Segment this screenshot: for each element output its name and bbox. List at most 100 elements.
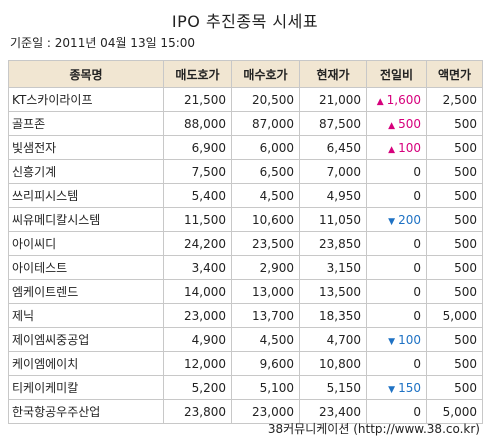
- bid-price-cell-value: 13,700: [252, 308, 294, 323]
- stock-name-cell: 골프존: [8, 111, 164, 136]
- ask-price-cell-value: 11,500: [184, 212, 226, 227]
- change-cell-value: 500: [398, 116, 421, 131]
- par-value-cell-value: 500: [454, 260, 477, 275]
- change-cell: 0: [366, 255, 427, 280]
- ask-price-cell-value: 7,500: [191, 164, 226, 179]
- bid-price-cell: 6,500: [231, 159, 300, 184]
- table-row: 쓰리피시스템 5,400 4,500 4,950 0 500: [8, 183, 483, 208]
- change-cell: ▲ 100: [366, 135, 427, 160]
- par-value-cell-value: 2,500: [442, 92, 477, 107]
- ask-price-cell: 3,400: [163, 255, 232, 280]
- par-value-cell: 5,000: [426, 303, 483, 328]
- ask-price-cell-value: 24,200: [184, 236, 226, 251]
- change-cell-value: 0: [413, 260, 421, 275]
- ask-price-cell: 6,900: [163, 135, 232, 160]
- stock-name-cell-value: KT스카이라이프: [12, 93, 93, 107]
- table-row: 골프존 88,000 87,000 87,500 ▲ 500 500: [8, 111, 483, 136]
- par-value-cell: 500: [426, 279, 483, 304]
- par-value-cell-value: 500: [454, 212, 477, 227]
- current-price-cell-value: 23,400: [319, 404, 361, 419]
- change-cell: ▼ 200: [366, 207, 427, 232]
- ask-price-cell: 88,000: [163, 111, 232, 136]
- table-row: 한국항공우주산업 23,800 23,000 23,400 0 5,000: [8, 399, 483, 424]
- stock-name-cell-value: 한국항공우주산업: [12, 405, 101, 419]
- bid-price-cell: 87,000: [231, 111, 300, 136]
- par-value-cell-value: 500: [454, 284, 477, 299]
- column-header-bid: 매수호가: [231, 60, 300, 88]
- bid-price-cell: 5,100: [231, 375, 300, 400]
- change-cell: ▲ 500: [366, 111, 427, 136]
- change-cell: 0: [366, 279, 427, 304]
- stock-name-cell-value: 씨유메디칼시스템: [12, 213, 101, 227]
- stock-name-cell-value: 엠케이트렌드: [12, 285, 79, 299]
- reference-date: 기준일 : 2011년 04월 13일 15:00: [10, 36, 196, 50]
- change-cell-value: 200: [398, 212, 421, 227]
- bid-price-cell-value: 10,600: [252, 212, 294, 227]
- change-cell: 0: [366, 303, 427, 328]
- par-value-cell-value: 500: [454, 188, 477, 203]
- stock-name-cell: 아이씨디: [8, 231, 164, 256]
- ask-price-cell: 12,000: [163, 351, 232, 376]
- current-price-cell-value: 11,050: [319, 212, 361, 227]
- bid-price-cell: 13,700: [231, 303, 300, 328]
- ask-price-cell: 14,000: [163, 279, 232, 304]
- column-header-price: 현재가: [299, 60, 367, 88]
- current-price-cell: 5,150: [299, 375, 367, 400]
- current-price-cell: 6,450: [299, 135, 367, 160]
- stock-name-cell-value: 아이테스트: [12, 261, 68, 275]
- stock-name-cell-value: 쓰리피시스템: [12, 189, 79, 203]
- stock-name-cell-value: 아이씨디: [12, 237, 57, 251]
- table-row: 아이씨디 24,200 23,500 23,850 0 500: [8, 231, 483, 256]
- current-price-cell-value: 4,950: [326, 188, 361, 203]
- current-price-cell: 4,700: [299, 327, 367, 352]
- current-price-cell: 23,400: [299, 399, 367, 424]
- par-value-cell-value: 5,000: [442, 404, 477, 419]
- bid-price-cell-value: 5,100: [259, 380, 294, 395]
- par-value-cell-value: 500: [454, 140, 477, 155]
- bid-price-cell-value: 4,500: [259, 332, 294, 347]
- change-cell: 0: [366, 351, 427, 376]
- ask-price-cell: 4,900: [163, 327, 232, 352]
- stock-name-cell: 쓰리피시스템: [8, 183, 164, 208]
- current-price-cell-value: 5,150: [326, 380, 361, 395]
- bid-price-cell-value: 87,000: [252, 116, 294, 131]
- bid-price-cell: 10,600: [231, 207, 300, 232]
- ask-price-cell-value: 12,000: [184, 356, 226, 371]
- ask-price-cell-value: 4,900: [191, 332, 226, 347]
- par-value-cell: 500: [426, 327, 483, 352]
- current-price-cell-value: 21,000: [319, 92, 361, 107]
- column-header-par: 액면가: [426, 60, 483, 88]
- down-triangle-icon: ▼: [388, 384, 396, 395]
- current-price-cell-value: 23,850: [319, 236, 361, 251]
- change-cell-value: 0: [413, 356, 421, 371]
- change-cell: 0: [366, 159, 427, 184]
- change-cell-value: 0: [413, 188, 421, 203]
- table-row: 엠케이트렌드 14,000 13,000 13,500 0 500: [8, 279, 483, 304]
- current-price-cell: 23,850: [299, 231, 367, 256]
- table-header-row: 종목명 매도호가 매수호가 현재가 전일비 액면가: [8, 60, 483, 88]
- current-price-cell-value: 3,150: [326, 260, 361, 275]
- bid-price-cell-value: 13,000: [252, 284, 294, 299]
- bid-price-cell-value: 23,000: [252, 404, 294, 419]
- current-price-cell: 3,150: [299, 255, 367, 280]
- current-price-cell: 11,050: [299, 207, 367, 232]
- ask-price-cell-value: 6,900: [191, 140, 226, 155]
- current-price-cell: 10,800: [299, 351, 367, 376]
- current-price-cell-value: 10,800: [319, 356, 361, 371]
- bid-price-cell-value: 20,500: [252, 92, 294, 107]
- change-cell-value: 0: [413, 164, 421, 179]
- current-price-cell-value: 7,000: [326, 164, 361, 179]
- par-value-cell: 2,500: [426, 87, 483, 112]
- column-header-change: 전일비: [366, 60, 427, 88]
- current-price-cell: 21,000: [299, 87, 367, 112]
- bid-price-cell: 13,000: [231, 279, 300, 304]
- par-value-cell-value: 500: [454, 332, 477, 347]
- column-header-ask: 매도호가: [163, 60, 232, 88]
- ask-price-cell: 5,200: [163, 375, 232, 400]
- change-cell-value: 150: [398, 380, 421, 395]
- source-credit: 38커뮤니케이션 (http://www.38.co.kr): [267, 422, 480, 436]
- ask-price-cell: 23,800: [163, 399, 232, 424]
- change-cell: ▼ 150: [366, 375, 427, 400]
- stock-name-cell: 티케이케미칼: [8, 375, 164, 400]
- bid-price-cell-value: 9,600: [259, 356, 294, 371]
